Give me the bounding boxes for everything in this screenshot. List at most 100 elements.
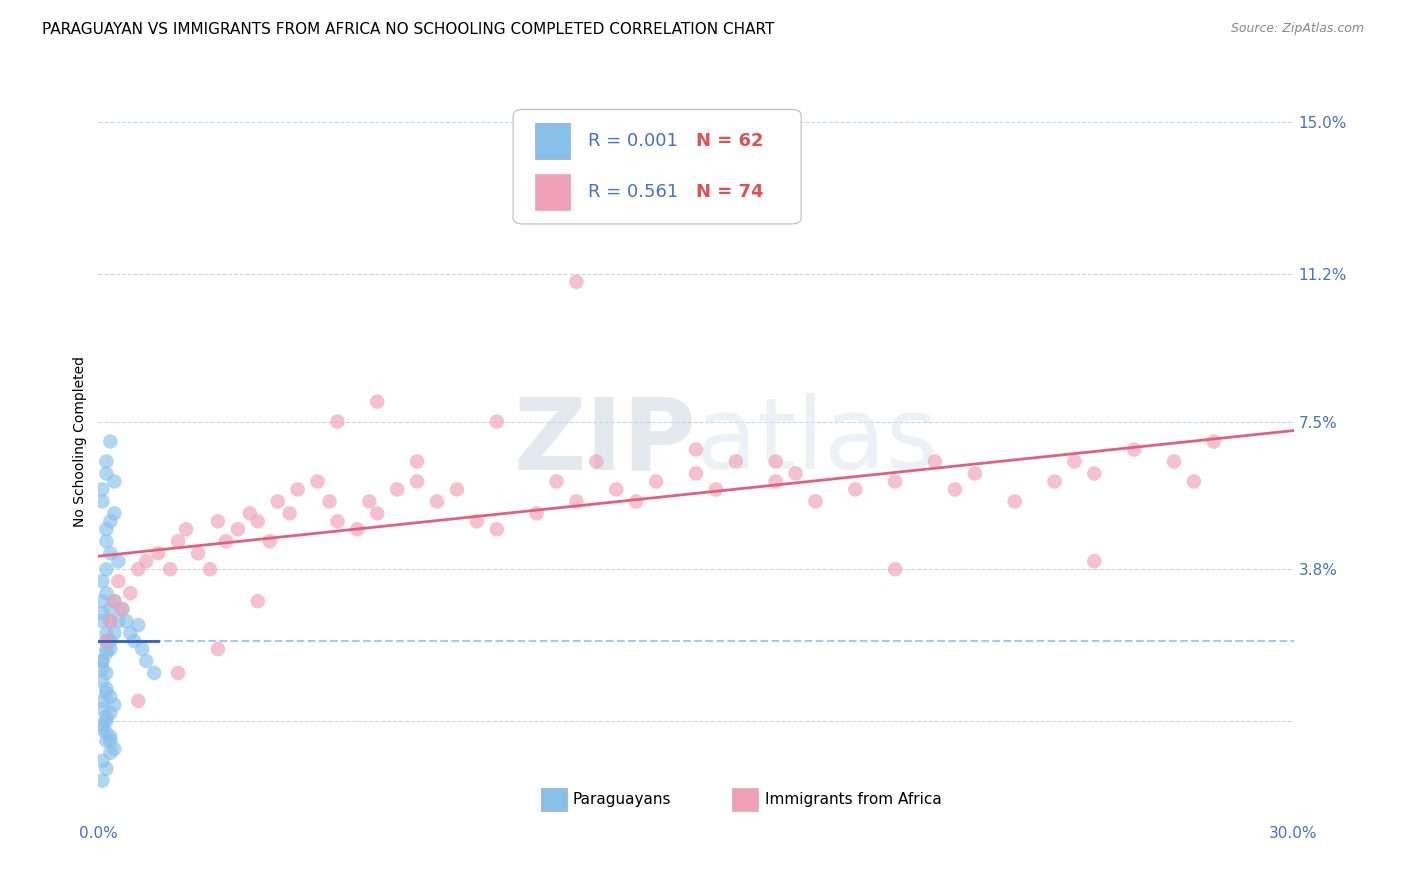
Point: [115, 614, 138, 628]
Point: [1063, 454, 1085, 468]
Point: [96, 762, 118, 776]
Point: [385, 483, 409, 497]
Point: [98, 546, 122, 560]
Point: [884, 475, 907, 489]
Point: [1083, 554, 1105, 568]
FancyBboxPatch shape: [513, 110, 801, 224]
Point: [98, 634, 122, 648]
FancyBboxPatch shape: [541, 788, 567, 811]
Point: [704, 483, 727, 497]
Point: [91, 574, 114, 589]
Point: [131, 642, 153, 657]
Point: [546, 475, 568, 489]
Point: [103, 741, 125, 756]
FancyBboxPatch shape: [534, 174, 571, 211]
Point: [924, 454, 946, 468]
Point: [98, 706, 122, 720]
Point: [103, 507, 125, 521]
Point: [485, 522, 508, 536]
Point: [239, 507, 262, 521]
Point: [1123, 442, 1146, 457]
Point: [98, 690, 122, 704]
Point: [98, 642, 122, 657]
Point: [96, 634, 118, 648]
Text: Paraguayans: Paraguayans: [572, 792, 672, 807]
Point: [91, 662, 114, 676]
Point: [91, 702, 114, 716]
Point: [465, 514, 488, 528]
Point: [148, 546, 170, 560]
Point: [91, 594, 114, 608]
Point: [91, 722, 114, 736]
Point: [259, 534, 281, 549]
Point: [565, 494, 588, 508]
Point: [446, 483, 468, 497]
FancyBboxPatch shape: [534, 123, 571, 160]
Point: [159, 562, 181, 576]
Point: [226, 522, 249, 536]
Point: [1163, 454, 1185, 468]
Point: [143, 665, 166, 680]
Point: [426, 494, 449, 508]
Point: [96, 646, 118, 660]
Point: [187, 546, 209, 560]
Point: [107, 574, 129, 589]
Point: [645, 475, 668, 489]
Point: [724, 454, 747, 468]
Point: [135, 654, 157, 668]
Point: [91, 606, 114, 620]
Point: [267, 494, 290, 508]
Point: [1182, 475, 1205, 489]
Point: [96, 665, 118, 680]
Point: [246, 514, 269, 528]
Text: R = 0.561: R = 0.561: [589, 183, 679, 201]
Point: [120, 626, 142, 640]
Point: [96, 522, 118, 536]
Point: [107, 614, 129, 628]
Point: [326, 415, 349, 429]
Point: [167, 534, 190, 549]
Point: [174, 522, 197, 536]
Point: [318, 494, 340, 508]
Point: [91, 614, 114, 628]
Text: R = 0.001: R = 0.001: [589, 132, 678, 150]
Point: [120, 586, 142, 600]
Point: [346, 522, 368, 536]
Point: [785, 467, 807, 481]
Text: N = 74: N = 74: [696, 183, 763, 201]
Point: [287, 483, 309, 497]
Point: [406, 475, 429, 489]
Point: [91, 694, 114, 708]
Point: [135, 554, 157, 568]
Point: [96, 467, 118, 481]
Text: atlas: atlas: [696, 393, 938, 490]
Point: [307, 475, 329, 489]
Point: [326, 514, 349, 528]
Point: [366, 507, 388, 521]
Point: [884, 562, 907, 576]
Point: [91, 673, 114, 688]
Point: [103, 594, 125, 608]
Point: [91, 483, 114, 497]
Point: [103, 475, 125, 489]
Y-axis label: No Schooling Completed: No Schooling Completed: [73, 356, 87, 527]
Point: [96, 681, 118, 696]
Point: [98, 602, 122, 616]
Point: [111, 602, 134, 616]
Point: [963, 467, 986, 481]
Point: [98, 614, 122, 628]
Point: [207, 642, 229, 657]
Point: [91, 718, 114, 732]
Point: [215, 534, 238, 549]
Text: PARAGUAYAN VS IMMIGRANTS FROM AFRICA NO SCHOOLING COMPLETED CORRELATION CHART: PARAGUAYAN VS IMMIGRANTS FROM AFRICA NO …: [42, 22, 775, 37]
Point: [91, 754, 114, 768]
Point: [406, 454, 429, 468]
Point: [1004, 494, 1026, 508]
Point: [98, 730, 122, 744]
Point: [96, 634, 118, 648]
Point: [96, 642, 118, 657]
Point: [96, 686, 118, 700]
Point: [167, 665, 190, 680]
Point: [98, 514, 122, 528]
Point: [124, 634, 146, 648]
